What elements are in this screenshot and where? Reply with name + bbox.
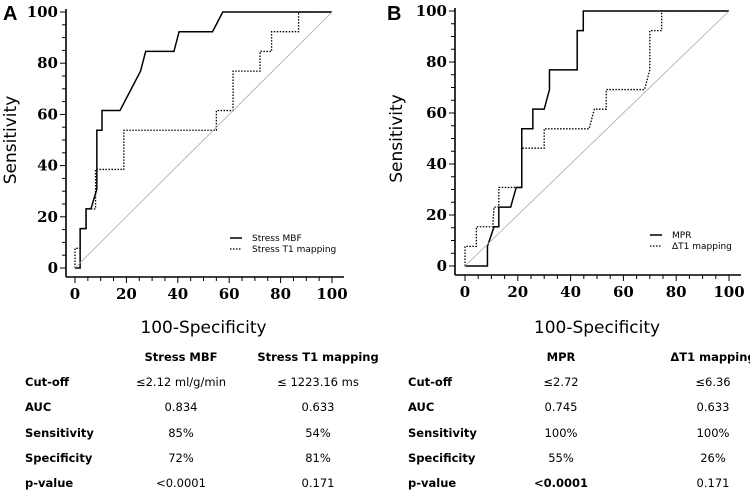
table-b-header-1: MPR: [546, 350, 576, 364]
table-cell: ≤2.72: [543, 375, 579, 389]
x-tick-label: 20: [116, 285, 137, 303]
table-cell: 55%: [548, 450, 574, 465]
series-stress-t1-mapping: [74, 11, 332, 268]
table-row-label: AUC: [408, 400, 435, 415]
table-cell: 0.633: [696, 400, 730, 415]
table-b-header-2: ΔT1 mapping: [670, 350, 750, 364]
legend-label: ΔT1 mapping: [672, 242, 732, 252]
table-cell: 26%: [700, 450, 726, 465]
y-tick-label: 0: [48, 259, 58, 277]
series-reference: [74, 11, 333, 269]
panel-label: B: [387, 3, 401, 25]
table-cell: 72%: [168, 450, 194, 465]
table-cell: <0.0001: [533, 476, 589, 491]
y-tick-label: 40: [37, 157, 58, 175]
x-tick-label: 60: [613, 283, 634, 301]
table-cell: 0.171: [696, 476, 730, 491]
table-a-header-2: Stress T1 mapping: [257, 350, 379, 364]
table-row-label: Cut-off: [408, 375, 453, 389]
x-tick-label: 60: [219, 285, 240, 303]
panel-label: A: [3, 3, 17, 25]
x-tick-label: 20: [507, 283, 528, 301]
x-tick-label: 0: [460, 283, 470, 301]
table-cell: <0.0001: [156, 476, 206, 491]
table-cell: ≤6.36: [695, 375, 731, 389]
x-tick-label: 100: [713, 283, 744, 301]
y-tick-label: 80: [37, 54, 58, 72]
legend-label: MPR: [672, 231, 691, 241]
table-row-label: Specificity: [408, 450, 476, 465]
x-tick-label: 80: [270, 285, 291, 303]
table-a-header-1: Stress MBF: [144, 350, 218, 364]
table-cell: 100%: [696, 425, 730, 440]
x-tick-label: 40: [167, 285, 188, 303]
table-row-label: AUC: [25, 400, 52, 415]
table-cell: 0.834: [164, 400, 198, 415]
series--t1-mapping: [464, 10, 729, 266]
table-cell: ≤ 1223.16 ms: [277, 375, 359, 389]
x-axis-label: 100-Specificity: [534, 318, 660, 338]
y-tick-label: 0: [437, 257, 447, 275]
table-cell: 0.171: [301, 476, 335, 491]
table-row-label: Sensitivity: [25, 425, 94, 440]
table-row-label: p-value: [408, 476, 457, 491]
legend-label: Stress MBF: [252, 234, 302, 244]
series-reference: [464, 10, 730, 267]
x-tick-label: 80: [666, 283, 687, 301]
y-axis-label: Sensitivity: [1, 96, 21, 185]
table-cell: 0.633: [301, 400, 335, 415]
table-row-label: Cut-off: [25, 375, 70, 389]
y-tick-label: 40: [426, 155, 447, 173]
x-tick-label: 0: [70, 285, 80, 303]
table-cell: 81%: [305, 450, 331, 465]
y-tick-label: 20: [37, 208, 58, 226]
legend-label: Stress T1 mapping: [252, 245, 336, 255]
table-row-label: Sensitivity: [408, 425, 477, 440]
panel-a: A 0 20 40 60 80 100 0 20 40 60 80 100 100-Specificity…: [1, 3, 348, 338]
table-row-label: Specificity: [25, 450, 93, 465]
x-axis-label: 100-Specificity: [140, 318, 266, 338]
y-tick-label: 100: [27, 3, 58, 21]
x-tick-label: 40: [560, 283, 581, 301]
table-cell: 100%: [544, 425, 578, 440]
x-tick-label: 100: [316, 285, 347, 303]
y-tick-label: 60: [426, 104, 447, 122]
y-tick-label: 100: [416, 2, 447, 20]
table-cell: 54%: [305, 425, 331, 440]
series-mpr: [465, 10, 729, 267]
table-cell: 0.745: [544, 400, 578, 415]
panel-b: B 0 20 40 60 80 100 0 20 40 60 80 100 100-Specificity…: [387, 2, 745, 338]
table-cell: ≤2.12 ml/g/min: [135, 375, 227, 389]
table-row-label: p-value: [25, 476, 74, 491]
table-cell: 85%: [168, 425, 194, 440]
y-tick-label: 80: [426, 53, 447, 71]
y-tick-label: 60: [37, 105, 58, 123]
y-axis-label: Sensitivity: [387, 94, 407, 183]
y-tick-label: 20: [426, 206, 447, 224]
